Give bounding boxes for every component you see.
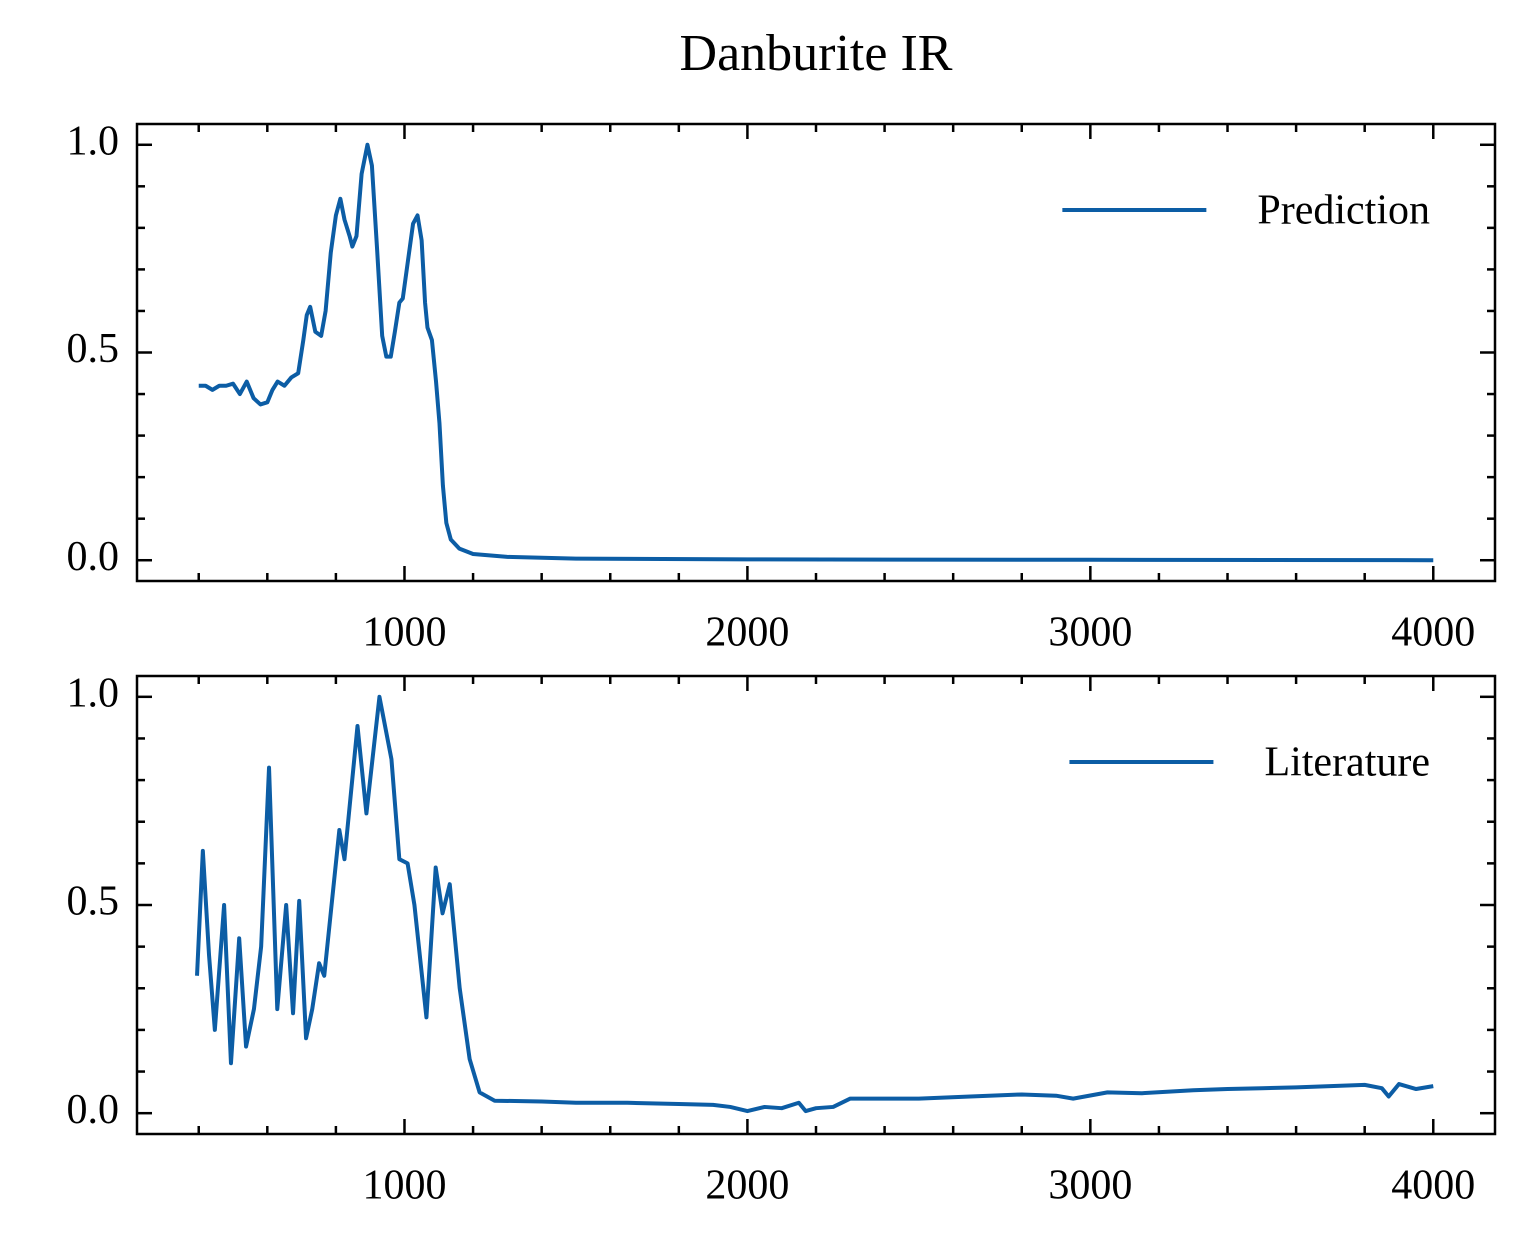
y-tick-label: 0.5 bbox=[67, 879, 120, 925]
y-tick-label: 0.0 bbox=[67, 534, 120, 580]
data-line bbox=[195, 694, 1434, 1114]
data-line bbox=[198, 142, 1434, 563]
y-tick-label: 1.0 bbox=[67, 670, 120, 716]
y-tick-label: 1.0 bbox=[67, 118, 120, 164]
legend-label: Prediction bbox=[1257, 188, 1430, 234]
x-tick-label: 3000 bbox=[1048, 1163, 1132, 1209]
legend-label: Literature bbox=[1264, 740, 1430, 786]
x-tick-label: 1000 bbox=[362, 610, 446, 656]
x-tick-label: 4000 bbox=[1391, 1163, 1475, 1209]
x-tick-label: 3000 bbox=[1048, 610, 1132, 656]
figure-title: Danburite IR bbox=[680, 25, 953, 82]
x-tick-label: 4000 bbox=[1391, 610, 1475, 656]
y-tick-label: 0.5 bbox=[67, 326, 120, 372]
axes-frame bbox=[135, 674, 1497, 1136]
axes-frame bbox=[135, 122, 1497, 583]
x-tick-label: 1000 bbox=[362, 1163, 446, 1209]
y-tick-label: 0.0 bbox=[67, 1087, 120, 1133]
x-tick-label: 2000 bbox=[705, 1163, 789, 1209]
x-tick-label: 2000 bbox=[705, 610, 789, 656]
